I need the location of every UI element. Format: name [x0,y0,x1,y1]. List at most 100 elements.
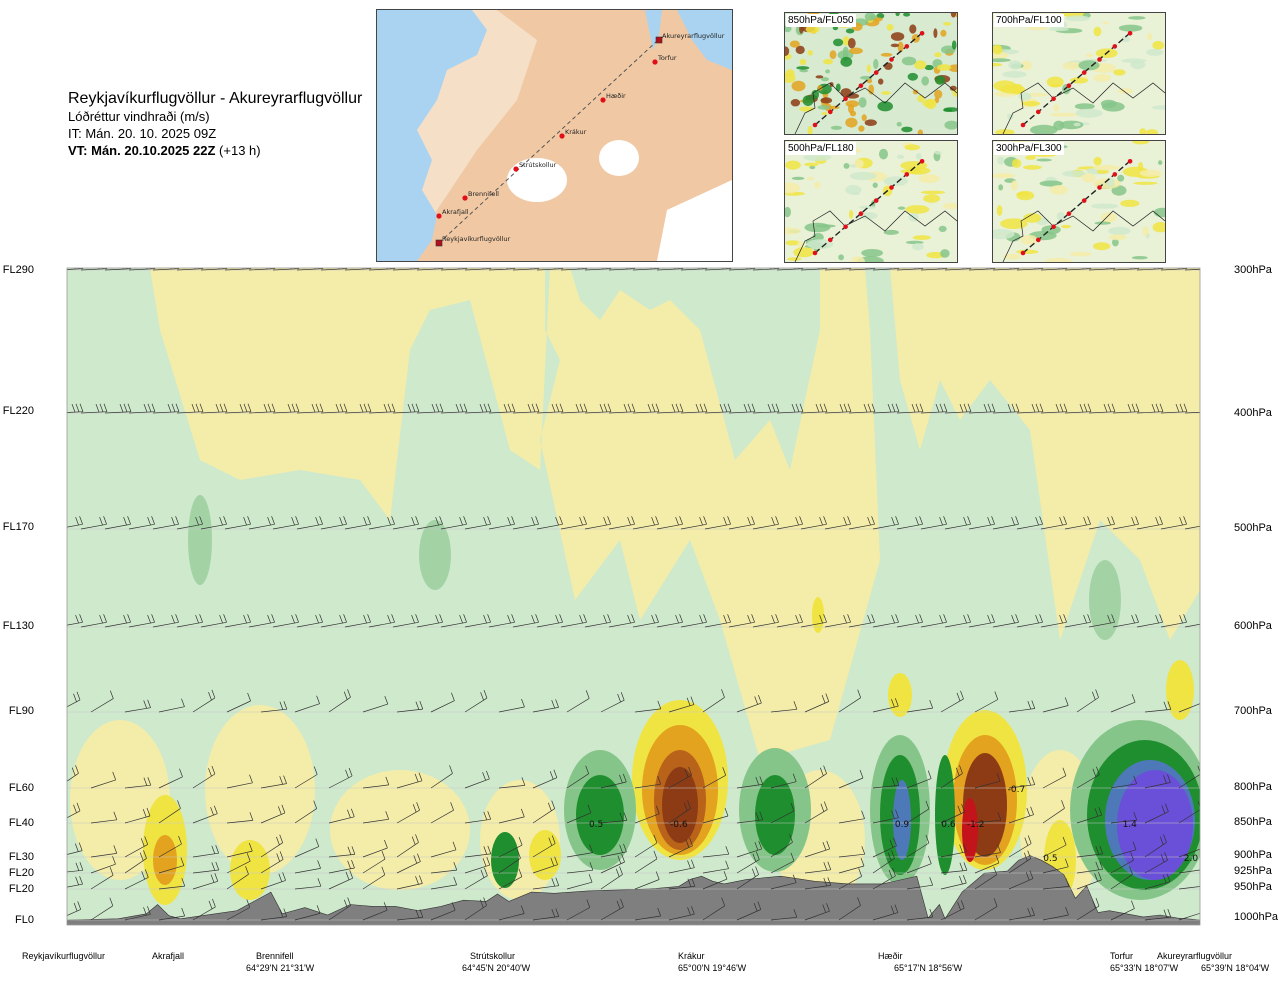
small-map-blob [1139,169,1162,177]
wind-barb [498,777,526,789]
wind-barb [192,805,218,824]
updraft-core-7 [654,750,706,850]
small-map-blob [791,176,805,180]
wind-barb [728,614,755,628]
small-map-blob [848,104,854,114]
small-map-coast [794,210,957,262]
small-map-point [812,250,818,256]
small-map-blob [1069,251,1092,257]
barb-row-950 [67,866,1200,890]
small-map-blob [1062,61,1082,70]
wind-barb [974,866,998,890]
wind-barb [1088,614,1115,628]
waypoint-torfur-coord: 65°33'N 18°07'W [1110,963,1179,973]
wind-barb [176,268,204,271]
small-map-blob [1118,24,1143,32]
small-map-blob [845,28,855,34]
wind-barb [344,268,372,271]
map-300hpa-svg [993,141,1165,262]
hpa-label-950: 950hPa [1234,881,1272,893]
small-map-blob [849,209,854,219]
wind-barb [1042,858,1069,874]
route-line [438,40,658,244]
small-map-blob [1133,181,1158,185]
downdraft-core-14 [1105,760,1195,880]
wind-barb [296,614,323,628]
small-map-blob [799,69,809,73]
wind-barb [498,808,525,824]
wind-barb [176,516,203,530]
small-map-blob [921,76,929,86]
wind-barb [464,867,488,890]
wind-barb [416,516,443,530]
wind-barb [1076,897,1100,921]
small-map-blob [815,75,824,79]
wind-barb [158,857,185,874]
small-map-blob [799,106,814,112]
wind-barb [944,403,972,414]
valid-time-offset: (+13 h) [219,143,261,158]
updraft-core-2 [153,835,177,885]
small-map-blob [804,162,819,167]
downdraft-core-12 [1070,720,1200,900]
wind-barb [464,268,492,271]
small-map-blob [905,205,930,214]
wind-barb [752,614,779,628]
route-point-label-4: Strútskollur [519,161,557,169]
small-map-blob [1050,112,1078,117]
wind-barb [158,698,185,713]
wind-barb [192,861,220,874]
wind-barb [67,842,83,855]
wind-barb [702,897,726,921]
waypoint-strutskollur-coord: 64°45'N 20°40'W [462,963,531,973]
small-map-blob [845,117,858,128]
lower-yellow-5 [775,770,865,910]
small-map-blob [1145,129,1158,134]
wind-barb [488,268,516,271]
wind-barb [80,268,108,271]
wind-barb [968,403,996,414]
wind-barb [1112,516,1139,530]
contour-label-0: 0.5 [589,820,603,830]
wind-barb [67,901,82,916]
small-map-point [828,109,833,115]
small-map-blob [814,181,821,189]
hpa-label-800: 800hPa [1234,781,1272,793]
wind-barb [362,695,389,713]
wind-barb [1110,841,1137,858]
wind-barb [464,811,492,824]
wind-barbs [67,268,1200,921]
wind-barb [848,403,876,414]
plot-frame [66,267,1201,926]
wind-barb [464,689,488,713]
hpa-label-900: 900hPa [1234,849,1272,861]
small-map-blob [785,160,801,170]
wind-barb [200,516,227,530]
wind-barb [872,614,899,628]
wind-barb [272,614,299,628]
hpa-label-1000: 1000hPa [1234,911,1279,923]
small-map-blob [886,24,894,31]
wind-barb [872,837,897,858]
wind-barb [974,812,1002,824]
small-map-blob [1059,120,1084,130]
small-map-point [904,172,910,177]
small-map-blob [861,114,867,122]
wind-barb [90,811,118,824]
wind-barb [532,800,556,824]
wind-barb [702,870,728,890]
wind-barb [464,403,492,414]
wind-barb [940,874,967,890]
small-map-blob [1011,180,1018,191]
wind-barb [1042,906,1069,921]
small-map-blob [1062,170,1087,177]
small-map-blob [1020,234,1038,245]
small-map-blob [809,165,816,170]
wind-barb [896,516,923,530]
wind-barb [158,835,182,858]
wind-barb [368,516,395,530]
wind-barb [328,846,356,858]
fl-label-290: FL290 [2,264,34,276]
wind-barb [368,403,396,414]
wind-barb [896,614,923,628]
